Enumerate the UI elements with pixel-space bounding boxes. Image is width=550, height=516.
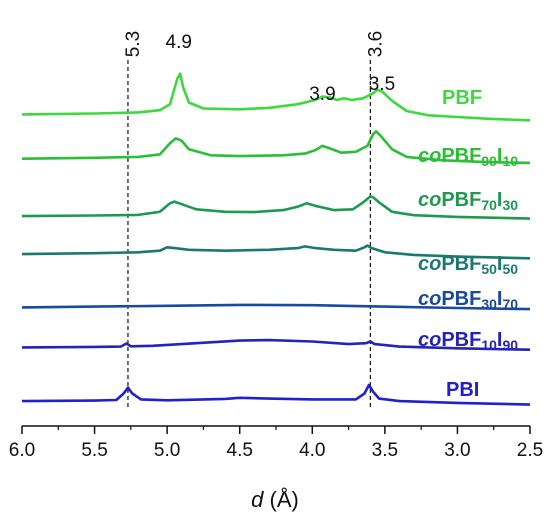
series-label: PBI — [446, 379, 479, 401]
series-line-coPBF10I90 — [21, 338, 531, 351]
series-label: PBF — [442, 87, 482, 109]
x-axis: 6.0 5.5 5.0 4.5 4.0 3.5 3.0 2.5 — [9, 425, 543, 461]
x-axis-title-unit: (Å) — [263, 487, 298, 512]
reference-lines: 5.3 3.6 — [123, 31, 386, 408]
series-line-coPBF50I50 — [21, 244, 531, 260]
series-line-coPBF70I30 — [21, 195, 531, 220]
series-labels: PBF coPBF90I10 coPBF70I30 coPBF50I50 coPBF30… — [418, 87, 518, 401]
series-line-PBF — [21, 72, 531, 122]
peak-labels: 4.9 3.9 3.5 — [166, 32, 396, 105]
x-axis-title-symbol: d — [251, 487, 264, 512]
peak-label: 4.9 — [166, 32, 192, 53]
reference-line-label: 5.3 — [123, 31, 144, 57]
series-line-coPBF30I70 — [21, 303, 531, 311]
series-label: coPBF70I30 — [418, 189, 518, 213]
x-tick-label: 4.5 — [227, 440, 253, 461]
series-label: coPBF90I10 — [418, 145, 518, 169]
series-line-PBI — [21, 383, 531, 406]
x-tick-label: 4.0 — [299, 440, 325, 461]
x-tick-label: 6.0 — [9, 440, 35, 461]
x-tick-label: 3.0 — [444, 440, 470, 461]
peak-label: 3.5 — [369, 74, 395, 95]
series-label: coPBF50I50 — [418, 253, 518, 277]
x-axis-title: d (Å) — [251, 487, 299, 512]
x-tick-label: 3.5 — [372, 440, 398, 461]
peak-label: 3.9 — [309, 84, 335, 105]
x-tick-label: 5.5 — [81, 440, 107, 461]
series-lines — [21, 72, 531, 406]
series-line-coPBF90I10 — [21, 130, 531, 165]
series-label: coPBF30I70 — [418, 288, 518, 312]
reference-line-label: 3.6 — [365, 31, 386, 57]
x-tick-label: 2.5 — [517, 440, 543, 461]
series-label: coPBF10I90 — [418, 329, 518, 353]
x-tick-label: 5.0 — [154, 440, 180, 461]
